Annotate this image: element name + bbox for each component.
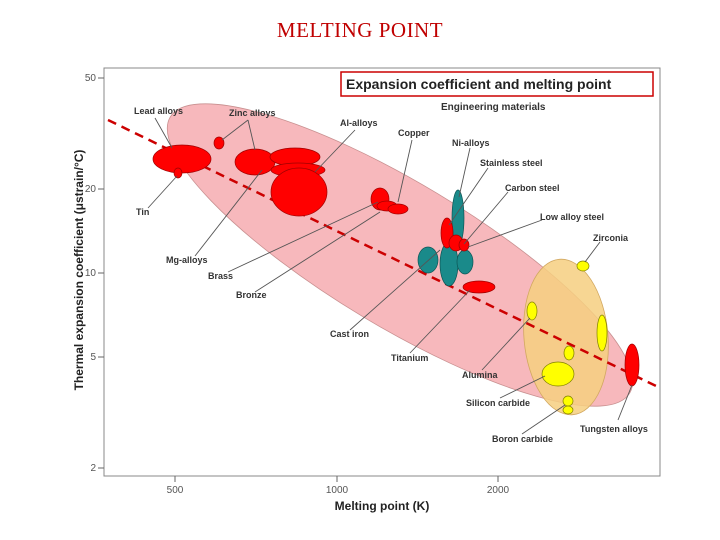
leader-mg-alloys bbox=[194, 169, 263, 257]
point-ni-alloys-b bbox=[456, 249, 474, 275]
x-tick-label-2000: 2000 bbox=[487, 485, 510, 496]
leader-alumina bbox=[481, 317, 531, 371]
leader-brass bbox=[227, 201, 379, 273]
y-ticks: 50 20 10 5 2 bbox=[85, 73, 104, 474]
leader-zirconia bbox=[584, 241, 601, 263]
point-lead-alloys bbox=[152, 144, 212, 174]
point-boron-carbide-a2 bbox=[562, 405, 574, 415]
leader-tin bbox=[147, 175, 178, 209]
point-tin bbox=[173, 167, 183, 179]
chart-title: Expansion coefficient and melting point bbox=[346, 76, 612, 92]
y-tick-label-20: 20 bbox=[85, 184, 97, 195]
point-cast-iron bbox=[462, 280, 496, 294]
point-zirconia bbox=[576, 260, 590, 272]
slide-title: MELTING POINT bbox=[276, 18, 444, 42]
leader-zinc-alloys-b bbox=[247, 119, 256, 151]
label-silicon-carbide: Silicon carbide bbox=[466, 398, 530, 408]
leader-tungsten-alloys bbox=[617, 384, 633, 421]
point-bronze bbox=[387, 203, 409, 215]
point-titanium-b bbox=[417, 246, 439, 274]
label-tungsten-alloys: Tungsten alloys bbox=[580, 424, 648, 434]
material-points bbox=[152, 136, 640, 415]
label-alumina: Alumina bbox=[462, 370, 498, 380]
label-boron-carbide: Boron carbide bbox=[492, 434, 553, 444]
y-tick-label-5: 5 bbox=[90, 352, 96, 363]
point-boron-carbide-b bbox=[526, 301, 538, 321]
label-zinc-alloys: Zinc alloys bbox=[229, 108, 276, 118]
point-zinc-alloys-b bbox=[234, 148, 276, 176]
point-carbon-steel bbox=[458, 238, 470, 252]
label-low-alloy-steel: Low alloy steel bbox=[540, 212, 604, 222]
leader-low-alloy-steel bbox=[467, 219, 543, 248]
leader-titanium bbox=[409, 289, 471, 354]
y-tick-label-10: 10 bbox=[85, 268, 97, 279]
point-alumina-a bbox=[596, 314, 608, 352]
chart-subtitle: Engineering materials bbox=[441, 102, 546, 113]
y-tick-label-2: 2 bbox=[90, 463, 96, 474]
label-al-alloys: Al-alloys bbox=[340, 118, 378, 128]
label-carbon-steel: Carbon steel bbox=[505, 183, 560, 193]
point-silicon-carbide bbox=[541, 361, 575, 387]
label-lead-alloys: Lead alloys bbox=[134, 106, 183, 116]
x-axis-title: Melting point (K) bbox=[335, 499, 430, 513]
leader-lead-alloys bbox=[154, 117, 173, 149]
point-boron-carbide-a1 bbox=[562, 395, 574, 407]
x-ticks: 500 1000 2000 bbox=[167, 476, 510, 496]
leader-stainless-steel bbox=[448, 167, 489, 226]
x-tick-label-500: 500 bbox=[167, 485, 184, 496]
leader-bronze bbox=[254, 211, 381, 293]
label-cast-iron: Cast iron bbox=[330, 329, 369, 339]
label-mg-alloys: Mg-alloys bbox=[166, 255, 208, 265]
point-tungsten-alloys bbox=[624, 343, 640, 387]
point-zinc-alloys-a bbox=[213, 136, 225, 150]
chart-heading-box bbox=[340, 71, 654, 97]
leader-carbon-steel bbox=[463, 191, 509, 245]
label-titanium: Titanium bbox=[391, 353, 428, 363]
label-tin: Tin bbox=[136, 207, 149, 217]
x-tick-label-1000: 1000 bbox=[326, 485, 349, 496]
label-ni-alloys: Ni-alloys bbox=[452, 138, 490, 148]
leader-cast-iron bbox=[349, 249, 441, 331]
leader-al-alloys bbox=[314, 129, 356, 173]
leader-ni-alloys bbox=[458, 147, 471, 198]
point-al-alloys-b bbox=[270, 167, 328, 217]
leader-boron-carbide bbox=[521, 404, 566, 435]
label-bronze: Bronze bbox=[236, 290, 267, 300]
leader-zinc-alloys-a bbox=[221, 119, 249, 141]
label-brass: Brass bbox=[208, 271, 233, 281]
label-zirconia: Zirconia bbox=[593, 233, 629, 243]
leader-silicon-carbide bbox=[499, 375, 546, 399]
label-stainless-steel: Stainless steel bbox=[480, 158, 543, 168]
leader-copper bbox=[397, 139, 413, 203]
y-axis-title: Thermal expansion coefficient (μstrain/°… bbox=[72, 150, 86, 391]
leader-lines bbox=[147, 117, 633, 435]
point-alumina-b bbox=[563, 345, 575, 361]
trend-line bbox=[107, 118, 657, 388]
annotation-labels: Lead alloys Zinc alloys Al-alloys Copper… bbox=[134, 106, 648, 444]
y-tick-label-50: 50 bbox=[85, 73, 97, 84]
label-copper: Copper bbox=[398, 128, 430, 138]
